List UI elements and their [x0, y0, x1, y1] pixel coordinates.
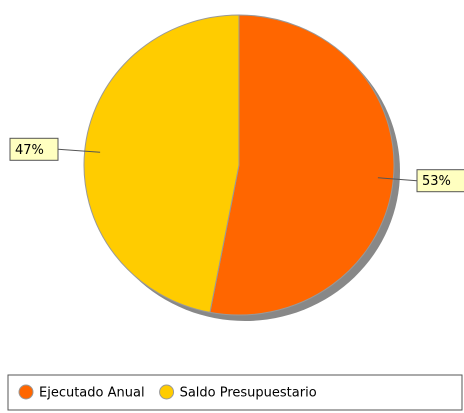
- label-box: [9, 137, 59, 161]
- leader-line: [377, 177, 418, 182]
- label-box: [416, 169, 464, 193]
- legend-marker: [18, 384, 34, 400]
- data-label: 53%: [422, 174, 451, 189]
- legend-label: Ejecutado Anual: [39, 386, 145, 401]
- leader-line: [57, 148, 101, 153]
- pie-slice: [83, 14, 240, 313]
- legend-marker: [159, 384, 175, 400]
- legend-box: [7, 374, 463, 411]
- legend-label: Saldo Presupuestario: [180, 386, 317, 401]
- data-label: 47%: [15, 143, 44, 158]
